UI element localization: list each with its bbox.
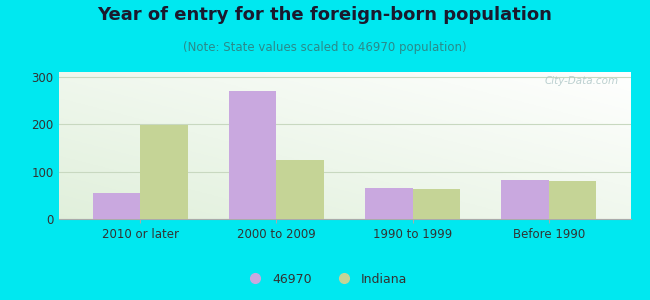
Bar	[276, 160, 324, 219]
Text: City-Data.com: City-Data.com	[545, 76, 619, 86]
Bar	[413, 189, 460, 219]
Bar	[229, 91, 276, 219]
Bar	[365, 188, 413, 219]
Bar	[549, 181, 597, 219]
Bar	[92, 193, 140, 219]
Bar	[501, 180, 549, 219]
Text: (Note: State values scaled to 46970 population): (Note: State values scaled to 46970 popu…	[183, 40, 467, 53]
Bar	[140, 125, 188, 219]
Legend: 46970, Indiana: 46970, Indiana	[238, 268, 412, 291]
Text: Year of entry for the foreign-born population: Year of entry for the foreign-born popul…	[98, 6, 552, 24]
